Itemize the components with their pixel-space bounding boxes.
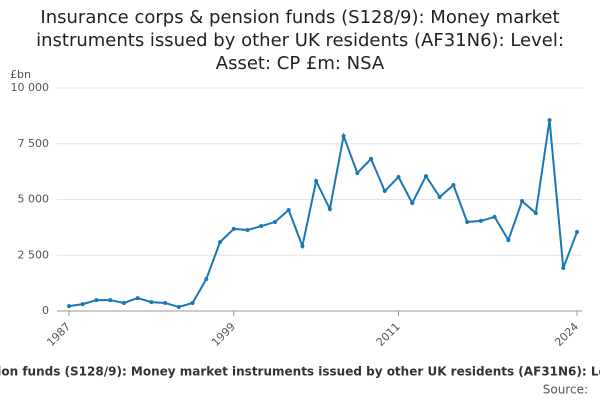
- point: [355, 170, 360, 175]
- point: [533, 211, 538, 216]
- chart-title: Insurance corps & pension funds (S128/9)…: [36, 7, 564, 74]
- x-tick-label: 1999: [209, 320, 238, 349]
- point: [300, 244, 305, 249]
- point: [231, 226, 236, 231]
- point: [520, 199, 525, 204]
- point: [369, 156, 374, 161]
- point: [245, 228, 250, 233]
- footer: Insurance corps & pension funds (S128/9)…: [0, 365, 600, 379]
- point: [108, 298, 113, 303]
- point: [286, 207, 291, 212]
- y-axis-label: £bn: [10, 68, 31, 81]
- point: [341, 133, 346, 138]
- point: [135, 296, 140, 301]
- point: [506, 238, 511, 243]
- point: [410, 201, 415, 206]
- point: [327, 207, 332, 212]
- point: [451, 183, 456, 188]
- point: [561, 265, 566, 270]
- point: [204, 277, 209, 282]
- point: [67, 304, 71, 309]
- point: [259, 224, 264, 229]
- y-tick-label: 2 500: [18, 248, 50, 261]
- x-tick-label: 2024: [552, 320, 581, 349]
- point: [382, 189, 387, 194]
- point: [121, 300, 126, 305]
- point: [94, 298, 99, 303]
- y-tick-label: 0: [42, 304, 49, 317]
- point: [176, 304, 181, 309]
- x-tick-label: 1987: [44, 320, 73, 349]
- y-tick-label: 10 000: [11, 81, 50, 94]
- point: [547, 118, 552, 123]
- point: [163, 300, 168, 305]
- y-tick-label: 7 500: [18, 137, 50, 150]
- point: [423, 174, 428, 179]
- point: [149, 300, 154, 305]
- point: [190, 300, 195, 305]
- point: [437, 195, 442, 200]
- point: [80, 302, 85, 307]
- point: [272, 220, 277, 225]
- y-tick-label: 5 000: [18, 193, 50, 206]
- source: Source:: [543, 383, 588, 397]
- line: [68, 119, 578, 309]
- point: [465, 220, 470, 225]
- point: [314, 178, 319, 183]
- point: [218, 240, 223, 245]
- point: [478, 218, 483, 223]
- point: [575, 230, 579, 235]
- x-tick-label: 2011: [374, 320, 403, 349]
- point: [492, 214, 497, 219]
- point: [396, 174, 401, 179]
